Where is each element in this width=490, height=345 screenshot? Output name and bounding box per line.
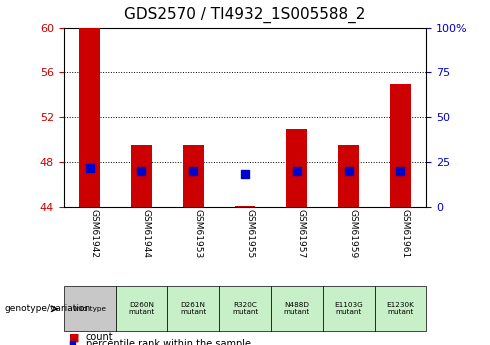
Text: GSM61953: GSM61953 [193, 209, 202, 258]
Bar [131, 145, 152, 207]
Point [396, 168, 404, 174]
Bar [183, 145, 203, 207]
Point [138, 168, 146, 174]
Bar [338, 145, 359, 207]
Text: N488D
mutant: N488D mutant [284, 302, 310, 315]
Text: ■: ■ [69, 333, 79, 342]
Text: D260N
mutant: D260N mutant [128, 302, 154, 315]
Title: GDS2570 / TI4932_1S005588_2: GDS2570 / TI4932_1S005588_2 [124, 7, 366, 23]
Point [86, 165, 94, 170]
Bar [79, 28, 100, 207]
Text: GSM61942: GSM61942 [90, 209, 98, 258]
Bar [287, 128, 307, 207]
Text: GSM61961: GSM61961 [400, 209, 410, 258]
Bar [390, 83, 411, 207]
Text: percentile rank within the sample: percentile rank within the sample [86, 339, 251, 345]
Text: count: count [86, 333, 113, 342]
Text: GSM61957: GSM61957 [297, 209, 306, 258]
Text: ■: ■ [69, 339, 76, 345]
Point [241, 171, 249, 177]
Text: R320C
mutant: R320C mutant [232, 302, 258, 315]
Text: D261N
mutant: D261N mutant [180, 302, 206, 315]
Bar [235, 206, 255, 207]
Text: GSM61955: GSM61955 [245, 209, 254, 258]
Text: GSM61959: GSM61959 [348, 209, 358, 258]
Point [189, 168, 197, 174]
Text: genotype/variation: genotype/variation [5, 304, 91, 313]
Text: E1230K
mutant: E1230K mutant [387, 302, 415, 315]
Text: GSM61944: GSM61944 [142, 209, 150, 258]
Point [293, 168, 301, 174]
Text: E1103G
mutant: E1103G mutant [334, 302, 363, 315]
Text: wild type: wild type [73, 306, 106, 312]
Point [344, 168, 352, 174]
